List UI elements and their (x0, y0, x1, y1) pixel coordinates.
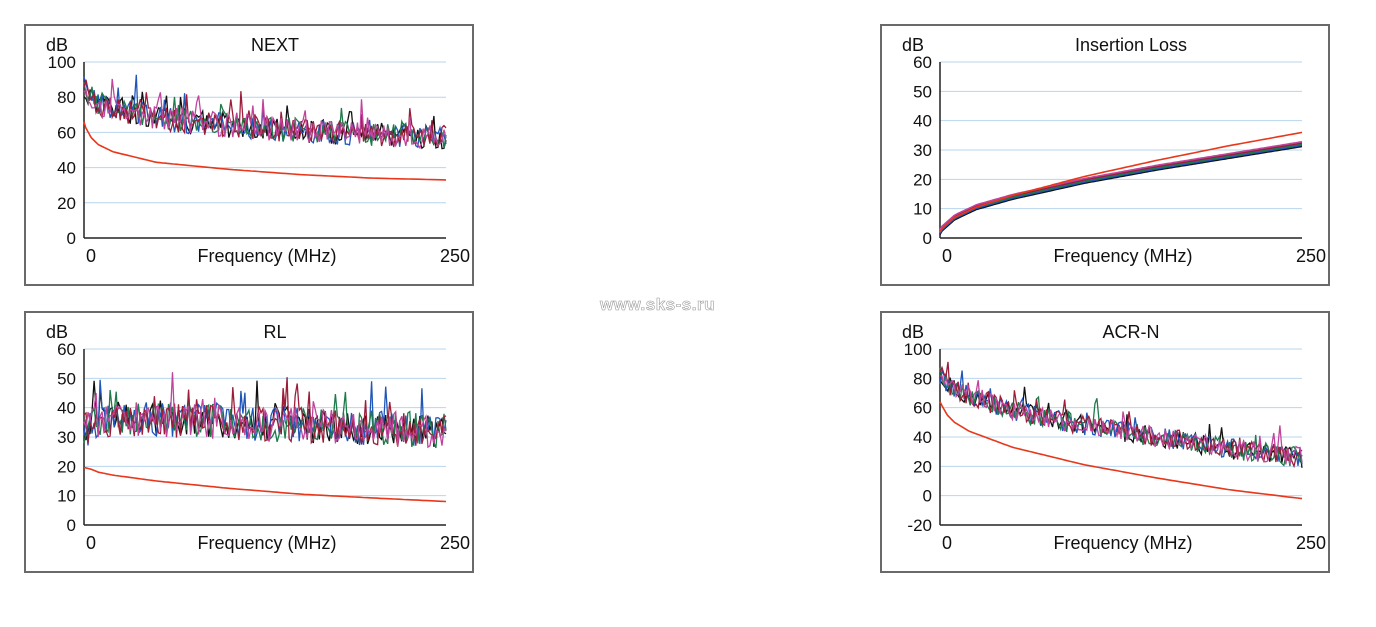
measured-series-line (939, 375, 1303, 465)
watermark-text: www.sks-s.ru (600, 295, 715, 315)
x-axis-label: Frequency (MHz) (197, 246, 336, 266)
chart-acr-n: ACR-N dB -20 0 20 40 60 80 100 0 250 Frequency (MHz… (902, 322, 1326, 553)
limit-line (83, 121, 447, 181)
x-tick-label: 250 (440, 533, 470, 553)
x-tick-label: 0 (86, 246, 96, 266)
chart-insertion-loss: Insertion Loss dB 0 10 20 30 40 50 60 0 250 Frequen… (902, 35, 1326, 266)
x-tick-label: 0 (942, 533, 952, 553)
y-tick-label: 40 (913, 428, 932, 447)
x-tick-label: 0 (86, 533, 96, 553)
y-tick-label: -20 (907, 516, 932, 535)
y-axis-label: dB (902, 322, 924, 342)
y-tick-label: 10 (57, 487, 76, 506)
x-tick-label: 250 (440, 246, 470, 266)
measured-series-line (83, 372, 447, 449)
chart-title: NEXT (251, 35, 299, 55)
y-tick-label: 100 (48, 53, 76, 72)
chart-rl: RL dB 0 10 20 30 40 50 60 0 250 Frequency (MHz) (46, 322, 470, 553)
chart-rl-panel: RL dB 0 10 20 30 40 50 60 0 250 Frequency (MHz) (24, 311, 474, 573)
measured-series-line (83, 377, 447, 447)
measured-series-line (939, 142, 1303, 232)
chart-next-panel: NEXT dB 0 20 40 60 80 100 0 250 Frequency (MHz) (24, 24, 474, 286)
y-tick-label: 10 (913, 200, 932, 219)
y-tick-label: 100 (904, 340, 932, 359)
y-tick-label: 0 (67, 516, 76, 535)
limit-line (84, 467, 447, 503)
measured-series-line (939, 367, 1303, 467)
y-tick-label: 30 (913, 141, 932, 160)
y-tick-label: 40 (57, 399, 76, 418)
y-axis-label: dB (46, 35, 68, 55)
y-tick-label: 60 (913, 399, 932, 418)
y-tick-label: 20 (913, 170, 932, 189)
y-tick-label: 20 (57, 194, 76, 213)
y-tick-label: 20 (57, 457, 76, 476)
y-tick-label: 60 (913, 53, 932, 72)
y-tick-label: 40 (57, 159, 76, 178)
chart-acr-n-panel: ACR-N dB -20 0 20 40 60 80 100 0 250 Frequency (MHz… (880, 311, 1330, 573)
chart-title: ACR-N (1103, 322, 1160, 342)
y-tick-label: 80 (913, 369, 932, 388)
measured-series-line (83, 79, 447, 148)
y-axis-label: dB (46, 322, 68, 342)
chart-title: RL (263, 322, 286, 342)
chart-title: Insertion Loss (1075, 35, 1187, 55)
y-tick-label: 60 (57, 340, 76, 359)
measured-series-line (939, 141, 1303, 231)
y-tick-label: 50 (913, 82, 932, 101)
x-tick-label: 250 (1296, 533, 1326, 553)
x-axis-label: Frequency (MHz) (1053, 533, 1192, 553)
measured-series-line (939, 144, 1303, 234)
x-tick-label: 250 (1296, 246, 1326, 266)
x-axis-label: Frequency (MHz) (1053, 246, 1192, 266)
y-tick-label: 80 (57, 88, 76, 107)
y-tick-label: 20 (913, 457, 932, 476)
y-axis-label: dB (902, 35, 924, 55)
x-axis-label: Frequency (MHz) (197, 533, 336, 553)
y-tick-label: 0 (923, 487, 932, 506)
x-tick-label: 0 (942, 246, 952, 266)
y-tick-label: 30 (57, 428, 76, 447)
measured-series-line (939, 145, 1303, 235)
chart-next: NEXT dB 0 20 40 60 80 100 0 250 Frequency (MHz) (46, 35, 470, 266)
y-tick-label: 50 (57, 369, 76, 388)
y-tick-label: 40 (913, 112, 932, 131)
y-tick-label: 0 (67, 229, 76, 248)
y-tick-label: 60 (57, 123, 76, 142)
limit-line (939, 401, 1303, 500)
limit-line (939, 131, 1303, 233)
y-tick-label: 0 (923, 229, 932, 248)
measured-series-line (83, 78, 447, 150)
measured-series-line (939, 361, 1303, 469)
chart-insertion-loss-panel: Insertion Loss dB 0 10 20 30 40 50 60 0 250 Frequen… (880, 24, 1330, 286)
measured-series-line (939, 143, 1303, 233)
